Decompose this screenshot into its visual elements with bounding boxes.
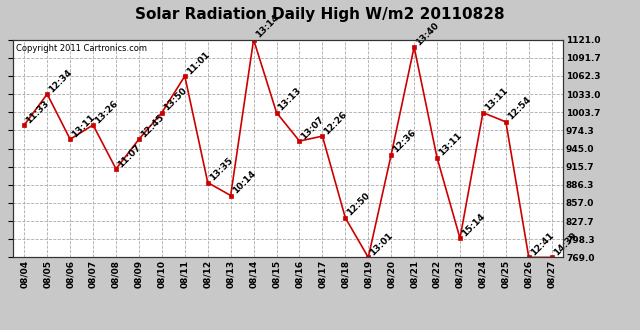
Text: 13:07: 13:07: [300, 115, 326, 141]
Text: 12:45: 12:45: [139, 113, 166, 139]
Text: 13:50: 13:50: [162, 86, 188, 113]
Text: 10:14: 10:14: [230, 169, 257, 195]
Text: 13:01: 13:01: [368, 231, 395, 257]
Text: 13:11: 13:11: [483, 86, 509, 113]
Text: 13:35: 13:35: [208, 156, 234, 182]
Text: 11:33: 11:33: [24, 98, 51, 125]
Text: 13:26: 13:26: [93, 98, 120, 125]
Text: Copyright 2011 Cartronics.com: Copyright 2011 Cartronics.com: [15, 44, 147, 53]
Text: 12:50: 12:50: [346, 191, 372, 218]
Text: 15:14: 15:14: [460, 212, 486, 238]
Text: 13:11: 13:11: [437, 131, 463, 158]
Text: Solar Radiation Daily High W/m2 20110828: Solar Radiation Daily High W/m2 20110828: [135, 7, 505, 21]
Text: 13:13: 13:13: [276, 86, 303, 113]
Text: 11:01: 11:01: [185, 50, 211, 76]
Text: 11:07: 11:07: [116, 142, 143, 169]
Text: 12:41: 12:41: [529, 231, 556, 257]
Text: 12:36: 12:36: [391, 128, 418, 155]
Text: 12:34: 12:34: [47, 67, 74, 94]
Text: 12:26: 12:26: [323, 110, 349, 136]
Text: 13:14: 13:14: [253, 13, 280, 40]
Text: 14:39: 14:39: [552, 231, 579, 257]
Text: 13:40: 13:40: [414, 20, 441, 47]
Text: 12:54: 12:54: [506, 95, 532, 122]
Text: 13:11: 13:11: [70, 113, 97, 139]
